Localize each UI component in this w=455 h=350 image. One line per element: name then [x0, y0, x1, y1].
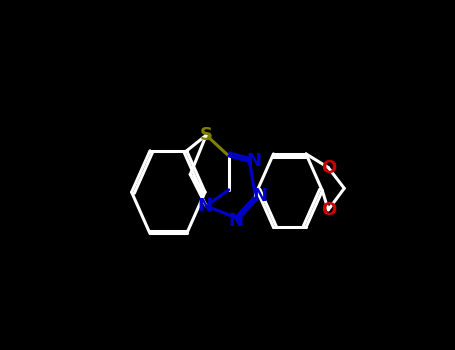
- Text: S: S: [200, 126, 213, 144]
- Text: N: N: [197, 197, 212, 215]
- Text: O: O: [321, 159, 336, 176]
- Text: N: N: [253, 187, 268, 205]
- Text: O: O: [321, 201, 336, 219]
- Text: N: N: [228, 212, 243, 230]
- Text: N: N: [247, 152, 262, 170]
